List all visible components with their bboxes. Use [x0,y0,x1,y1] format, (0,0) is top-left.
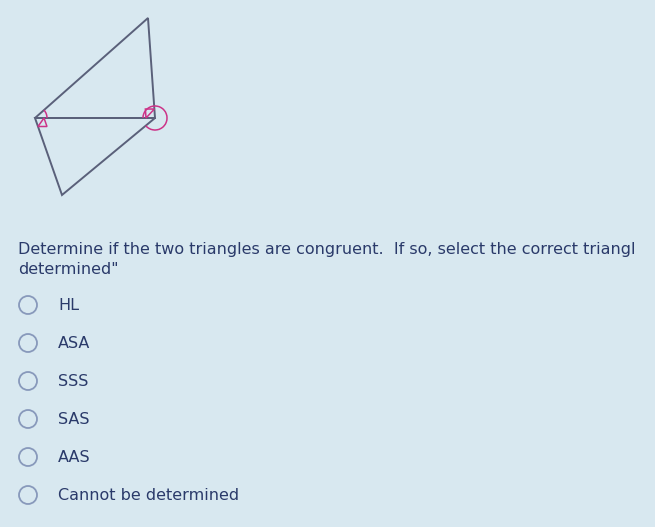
Text: AAS: AAS [58,450,90,464]
Text: Determine if the two triangles are congruent.  If so, select the correct triangl: Determine if the two triangles are congr… [18,242,635,257]
Text: determined": determined" [18,262,119,277]
Text: Cannot be determined: Cannot be determined [58,487,239,503]
Text: SAS: SAS [58,412,90,426]
Text: HL: HL [58,298,79,313]
Text: ASA: ASA [58,336,90,350]
Text: SSS: SSS [58,374,88,388]
